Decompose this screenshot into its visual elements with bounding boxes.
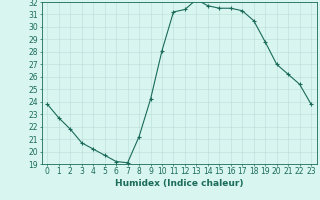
X-axis label: Humidex (Indice chaleur): Humidex (Indice chaleur) xyxy=(115,179,244,188)
